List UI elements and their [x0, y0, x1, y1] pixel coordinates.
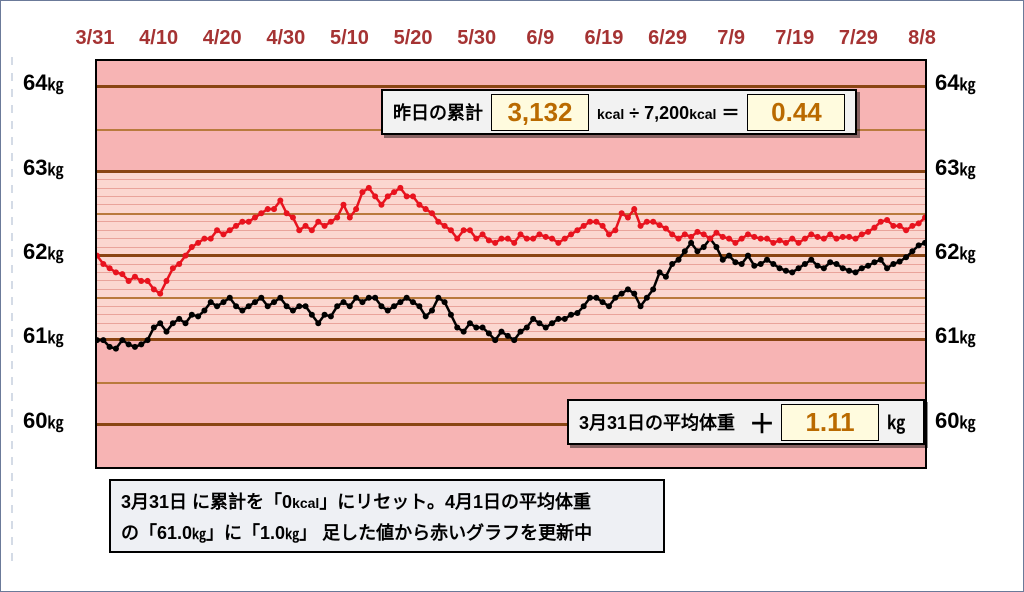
panel1-value: 3,132 [491, 94, 589, 131]
x-tick: 7/29 [839, 27, 878, 50]
y-tick-right: 64㎏ [935, 70, 976, 96]
x-tick: 6/9 [526, 27, 554, 50]
x-tick: 5/20 [394, 27, 433, 50]
x-tick: 4/20 [203, 27, 242, 50]
panel1-mid: kcal ÷ 7,200kcal ＝ [597, 99, 739, 125]
panel2-unit: ㎏ [887, 409, 905, 435]
info-panel-weight: 3月31日の平均体重 ＋ 1.11 ㎏ [567, 399, 925, 445]
x-tick: 3/31 [76, 27, 115, 50]
y-tick-right: 60㎏ [935, 408, 976, 434]
y-tick-right: 63㎏ [935, 155, 976, 181]
chart-frame: 3/31 4/10 4/20 4/30 5/10 5/20 5/30 6/9 6/19 6/29 7… [0, 0, 1024, 592]
x-tick: 8/8 [908, 27, 936, 50]
caption-box: 3月31日 に累計を「0kcal」にリセット。4月1日の平均体重 の「61.0㎏… [109, 479, 665, 553]
x-tick: 5/30 [457, 27, 496, 50]
y-tick-right: 61㎏ [935, 323, 976, 349]
info-panel-kcal: 昨日の累計 3,132 kcal ÷ 7,200kcal ＝ 0.44 [381, 89, 857, 135]
y-tick-left: 60㎏ [23, 408, 64, 434]
left-rule [11, 57, 13, 563]
x-tick: 5/10 [330, 27, 369, 50]
y-tick-right: 62㎏ [935, 239, 976, 265]
x-tick: 7/9 [717, 27, 745, 50]
y-tick-left: 64㎏ [23, 70, 64, 96]
plus-sign: ＋ [749, 404, 775, 441]
x-tick: 7/19 [775, 27, 814, 50]
y-tick-left: 61㎏ [23, 323, 64, 349]
y-tick-left: 62㎏ [23, 239, 64, 265]
caption-line-1: 3月31日 に累計を「0kcal」にリセット。4月1日の平均体重 [121, 487, 653, 518]
x-tick: 6/29 [648, 27, 687, 50]
x-tick: 4/30 [266, 27, 305, 50]
caption-line-2: の「61.0㎏」に「1.0㎏」 足した値から赤いグラフを更新中 [121, 518, 653, 549]
panel1-prefix: 昨日の累計 [393, 99, 483, 125]
x-tick: 6/19 [584, 27, 623, 50]
panel1-result: 0.44 [747, 94, 845, 131]
panel2-value: 1.11 [781, 404, 879, 441]
x-tick: 4/10 [139, 27, 178, 50]
panel2-prefix: 3月31日の平均体重 [579, 409, 735, 435]
y-tick-left: 63㎏ [23, 155, 64, 181]
